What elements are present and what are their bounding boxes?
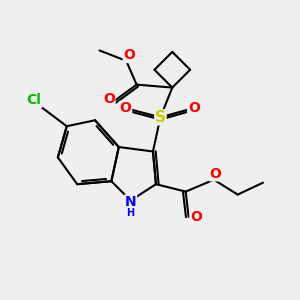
Text: N: N xyxy=(125,195,136,209)
Text: O: O xyxy=(120,101,132,116)
Text: H: H xyxy=(127,208,135,218)
Text: S: S xyxy=(155,110,166,125)
Text: O: O xyxy=(123,49,135,62)
Text: O: O xyxy=(103,92,115,106)
Text: O: O xyxy=(209,167,221,181)
Text: Cl: Cl xyxy=(27,93,41,107)
Text: O: O xyxy=(188,101,200,116)
Text: O: O xyxy=(190,210,202,224)
